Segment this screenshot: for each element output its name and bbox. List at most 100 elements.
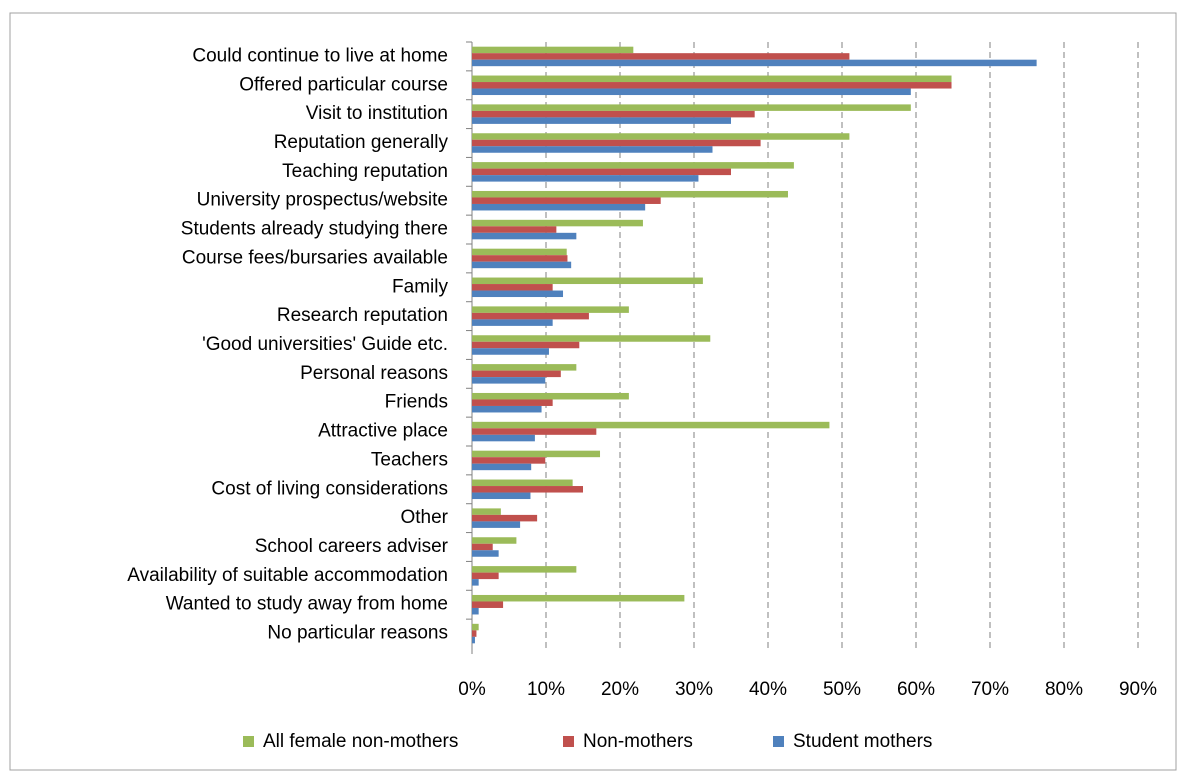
bar (472, 514, 538, 522)
bar (472, 341, 580, 349)
y-tick-label: Course fees/bursaries available (182, 247, 448, 268)
y-tick-label: School careers adviser (255, 536, 449, 557)
legend-swatch (773, 736, 784, 747)
bar (472, 463, 532, 471)
bar (472, 248, 567, 256)
x-tick-label: 0% (458, 679, 486, 700)
y-tick-label: Family (392, 276, 448, 297)
bar (472, 434, 535, 442)
y-tick-label: Students already studying there (181, 219, 448, 240)
y-tick-label: Research reputation (277, 305, 448, 326)
bar (472, 630, 477, 637)
bar (472, 428, 597, 435)
bar (472, 457, 546, 464)
legend-label: Student mothers (793, 731, 932, 752)
bar (472, 594, 685, 602)
legend-label: All female non-mothers (263, 731, 458, 752)
bar (472, 290, 564, 298)
y-tick-label: Attractive place (318, 421, 448, 442)
bar (472, 364, 577, 371)
bar (472, 203, 646, 211)
bar (472, 348, 549, 355)
bar (472, 175, 699, 182)
bar (472, 508, 501, 515)
y-tick-label: Wanted to study away from home (166, 594, 448, 615)
bar (472, 566, 577, 573)
bar (472, 601, 504, 608)
y-tick-label: No particular reasons (267, 623, 448, 644)
y-tick-label: Availability of suitable accommodation (127, 565, 448, 586)
bar (472, 319, 553, 326)
legend-label: Non-mothers (583, 731, 693, 752)
bar (472, 110, 755, 118)
bar (472, 168, 731, 176)
x-tick-label: 80% (1045, 679, 1083, 700)
legend-swatch (563, 736, 574, 747)
bar (472, 550, 499, 557)
y-tick-label: Could continue to live at home (192, 45, 448, 66)
y-tick-label: Friends (385, 392, 448, 413)
bar (472, 82, 952, 89)
y-tick-label: Reputation generally (274, 132, 449, 153)
bar (472, 46, 634, 54)
bar (472, 623, 479, 631)
bar (472, 88, 911, 96)
bar (472, 492, 531, 500)
bar (472, 521, 521, 528)
bar (472, 421, 830, 429)
bar (472, 607, 479, 615)
bar (472, 572, 499, 580)
bar (472, 75, 952, 83)
x-tick-label: 40% (749, 679, 787, 700)
bar (472, 486, 583, 493)
bar (472, 392, 629, 400)
bar (472, 377, 546, 384)
bar (472, 543, 493, 551)
bar (472, 146, 713, 153)
bar (472, 255, 568, 262)
bar (472, 190, 788, 198)
y-tick-label: Offered particular course (239, 74, 448, 95)
bar (472, 104, 911, 111)
x-tick-label: 50% (823, 679, 861, 700)
x-tick-label: 60% (897, 679, 935, 700)
bar (472, 579, 479, 586)
bar (472, 232, 577, 240)
bar (472, 277, 703, 285)
y-tick-label: Other (400, 507, 448, 528)
bar (472, 197, 661, 204)
bar (472, 226, 557, 233)
y-tick-label: Teachers (371, 449, 448, 470)
bar (472, 219, 643, 227)
bar (472, 53, 850, 60)
bar (472, 450, 601, 458)
bar (472, 306, 629, 313)
legend-swatch (243, 736, 254, 747)
bar (472, 636, 475, 644)
x-tick-label: 90% (1119, 679, 1157, 700)
bar (472, 59, 1037, 67)
y-tick-label: Personal reasons (300, 363, 448, 384)
y-tick-label: Visit to institution (306, 103, 448, 124)
bar (472, 312, 589, 320)
bar (472, 139, 761, 147)
y-tick-label: 'Good universities' Guide etc. (202, 334, 448, 355)
x-tick-label: 20% (601, 679, 639, 700)
chart-frame (9, 12, 1177, 771)
bar (472, 370, 561, 378)
bar (472, 479, 573, 487)
bar (472, 335, 711, 342)
y-tick-label: University prospectus/website (197, 190, 448, 211)
bar (472, 133, 850, 140)
x-tick-label: 10% (527, 679, 565, 700)
bar (472, 261, 572, 269)
y-tick-label: Teaching reputation (282, 161, 448, 182)
x-tick-label: 30% (675, 679, 713, 700)
x-tick-label: 70% (971, 679, 1009, 700)
bar (472, 162, 794, 169)
bar (472, 284, 553, 291)
bar (472, 399, 553, 406)
bar (472, 117, 731, 124)
y-tick-label: Cost of living considerations (211, 478, 448, 499)
